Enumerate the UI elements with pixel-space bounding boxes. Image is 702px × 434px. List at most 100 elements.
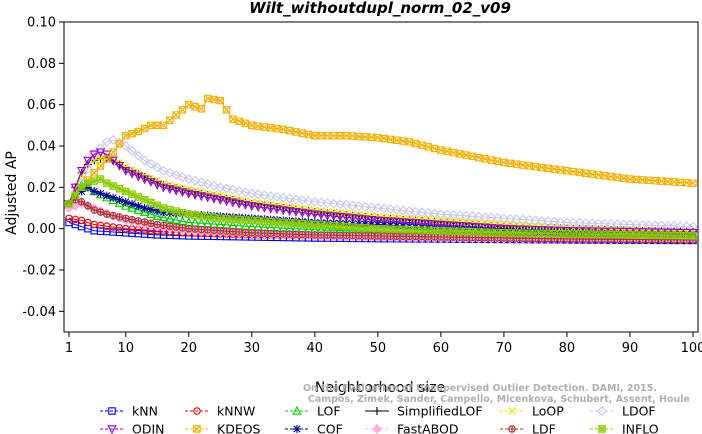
data-point [291, 207, 301, 217]
data-point [278, 192, 289, 203]
legend-item-INFLO: INFLO [590, 422, 659, 434]
data-point [393, 225, 401, 234]
legend-item-KDEOS: KDEOS [185, 422, 261, 434]
data-point [430, 233, 439, 241]
data-point [506, 221, 514, 229]
data-point [524, 215, 535, 225]
legend-marker [293, 425, 301, 433]
data-point [456, 218, 464, 226]
data-point [317, 207, 325, 215]
data-point [241, 119, 250, 128]
data-point [662, 220, 673, 231]
data-point [164, 167, 175, 178]
data-point [481, 219, 489, 227]
data-point [177, 188, 188, 198]
data-point [159, 204, 168, 212]
data-point [569, 167, 577, 176]
data-point [360, 215, 370, 225]
data-point [128, 215, 136, 224]
legend-item-COF: COF [285, 422, 343, 434]
data-point [171, 169, 182, 180]
data-point [203, 226, 212, 234]
data-point [391, 204, 402, 215]
data-point [418, 232, 426, 241]
axes-layer: -0.04 -0.02 0.00 0.02 0.04 0.06 0.08 0.10 1 10 20 3… [22, 16, 702, 357]
data-point [65, 200, 73, 208]
data-point [455, 222, 465, 231]
data-point [184, 189, 194, 199]
series-KDEOS [65, 94, 697, 208]
data-point [404, 206, 415, 217]
data-point [336, 222, 344, 230]
data-point [285, 230, 294, 238]
data-point [424, 226, 433, 235]
data-point [480, 212, 490, 223]
data-point [689, 232, 697, 240]
data-point [285, 219, 294, 227]
legend-marker [598, 425, 606, 433]
data-point [688, 221, 698, 232]
data-point [159, 121, 168, 130]
data-point [399, 232, 407, 241]
data-point [462, 227, 470, 236]
data-point [222, 227, 231, 235]
data-point [580, 218, 591, 229]
legend-label: COF [317, 422, 343, 434]
y-axis-label: Adjusted AP [4, 151, 20, 235]
data-point [443, 217, 451, 225]
data-point [512, 221, 521, 229]
data-point [347, 200, 358, 211]
data-point [140, 204, 149, 212]
data-point [134, 193, 143, 201]
data-point [121, 200, 131, 210]
data-point [632, 231, 641, 239]
data-point [638, 231, 647, 239]
data-point [159, 221, 168, 230]
data-point [500, 229, 508, 237]
data-point [410, 219, 421, 229]
data-point [133, 172, 144, 182]
y-tick-label: -0.04 [22, 305, 56, 320]
data-point [669, 221, 680, 231]
data-point [216, 214, 225, 223]
data-point [140, 124, 149, 133]
data-point [405, 225, 414, 234]
data-point [574, 217, 585, 228]
data-point [323, 207, 332, 215]
data-point [537, 229, 546, 238]
data-point [196, 177, 207, 188]
data-point [664, 231, 672, 240]
data-point [147, 121, 155, 130]
data-point [96, 208, 105, 216]
data-point [418, 226, 426, 234]
data-point [265, 204, 276, 214]
data-point [670, 231, 678, 240]
data-point [284, 193, 295, 204]
data-point [146, 209, 156, 218]
data-point [418, 141, 426, 149]
data-point [385, 217, 396, 227]
data-point [506, 229, 514, 237]
data-point [676, 231, 685, 240]
data-point [531, 229, 540, 238]
data-point [171, 186, 181, 196]
data-point [134, 127, 143, 136]
data-point [461, 222, 471, 232]
legend-item-FastABOD: FastABOD [365, 422, 459, 434]
data-point [178, 208, 187, 217]
data-point [511, 214, 522, 225]
data-point [133, 204, 144, 214]
data-point [96, 189, 105, 198]
x-tick-label: 10 [117, 341, 134, 356]
legend-marker [193, 425, 201, 433]
data-point [216, 226, 225, 235]
data-point [83, 156, 93, 166]
data-point [190, 191, 200, 200]
data-point [165, 185, 175, 195]
data-point [253, 203, 263, 212]
y-tick-label: -0.02 [22, 264, 56, 279]
data-point [103, 210, 111, 218]
data-point [656, 220, 667, 231]
series-line [68, 97, 694, 205]
